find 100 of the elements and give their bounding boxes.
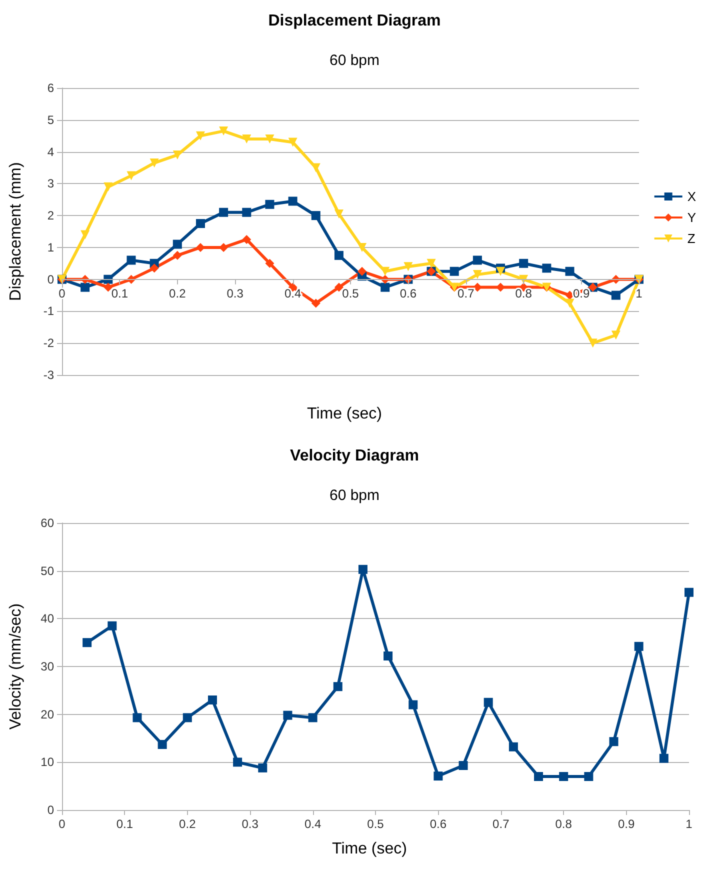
point	[265, 258, 274, 268]
point	[408, 700, 418, 710]
point	[126, 171, 136, 180]
y-tick-label: 40	[40, 612, 54, 626]
point	[584, 772, 594, 782]
y-axis-title: Velocity (mm/sec)	[8, 603, 24, 730]
point	[265, 200, 274, 209]
point	[219, 126, 228, 136]
point	[611, 290, 620, 300]
y-tick-label: 20	[40, 707, 54, 722]
x-tick-label: 0.7	[458, 286, 475, 300]
point	[542, 264, 552, 273]
chart-title: Displacement Diagram	[268, 12, 441, 30]
x-tick-label: 0	[58, 817, 66, 831]
point	[426, 258, 436, 268]
point	[104, 182, 113, 192]
point	[588, 338, 598, 348]
point	[609, 737, 618, 746]
point	[150, 264, 159, 273]
point	[288, 138, 298, 147]
point	[659, 754, 668, 763]
x-tick-label: 0.4	[284, 286, 302, 300]
legend-label: Y	[687, 210, 696, 225]
point	[104, 282, 113, 292]
chart-subtitle: 60 bpm	[329, 487, 380, 504]
y-tick-label: 10	[40, 755, 54, 770]
y-tick-label: 60	[40, 516, 54, 530]
x-tick-label: 0	[58, 286, 66, 300]
point	[172, 250, 182, 260]
y-tick-label: 2	[47, 208, 54, 223]
point	[265, 134, 274, 144]
point	[242, 234, 252, 244]
point	[126, 256, 136, 265]
y-tick-label: -3	[43, 368, 54, 382]
y-tick-label: 30	[40, 660, 54, 674]
point	[242, 208, 252, 217]
point	[496, 266, 506, 276]
x-tick-label: 0.6	[430, 817, 447, 831]
point	[182, 713, 192, 722]
point	[333, 682, 342, 692]
point	[508, 742, 518, 752]
x-tick-label: 0.6	[400, 286, 417, 300]
point	[404, 262, 413, 272]
point	[484, 698, 493, 707]
point	[450, 266, 459, 276]
point	[288, 196, 298, 206]
point	[208, 695, 217, 704]
y-tick-label: -1	[43, 304, 54, 318]
x-tick-label: 0.5	[342, 286, 360, 300]
point	[219, 208, 228, 217]
point	[684, 588, 694, 597]
y-tick-label: 0	[47, 803, 54, 817]
point	[534, 772, 544, 782]
point	[565, 266, 574, 276]
point	[82, 638, 92, 648]
x-tick-label: 0.5	[367, 817, 384, 831]
point	[196, 219, 205, 228]
point	[80, 230, 90, 240]
point	[634, 642, 644, 651]
y-tick-label: -2	[43, 336, 54, 350]
point	[358, 242, 367, 252]
x-tick-label: 1	[636, 286, 643, 300]
y-tick-label: 1	[47, 240, 54, 254]
point	[334, 250, 344, 260]
y-tick-label: 3	[47, 176, 54, 191]
point	[380, 282, 390, 292]
point	[233, 758, 242, 767]
point	[108, 621, 117, 630]
point	[311, 298, 320, 308]
chart-title: Velocity Diagram	[290, 448, 419, 464]
y-tick-label: 0	[47, 272, 54, 286]
point	[519, 258, 528, 268]
point	[565, 298, 574, 308]
point	[172, 240, 182, 249]
x-tick-label: 0.8	[515, 286, 532, 300]
x-tick-label: 0.9	[618, 817, 635, 831]
x-tick-label: 0.2	[179, 817, 196, 831]
legend-label: X	[687, 189, 696, 204]
point	[358, 266, 367, 276]
point	[283, 710, 292, 720]
point	[150, 158, 159, 168]
point	[358, 564, 368, 574]
y-tick-label: 6	[47, 81, 54, 95]
chart-subtitle: 60 bpm	[329, 52, 380, 69]
point	[308, 713, 318, 722]
point	[472, 256, 482, 265]
point	[559, 772, 568, 782]
y-axis-title: Displacement (mm)	[8, 162, 24, 301]
point	[334, 209, 344, 218]
point	[80, 282, 90, 292]
x-axis-title: Time (sec)	[332, 840, 407, 858]
point	[258, 763, 268, 772]
point	[434, 772, 443, 781]
x-tick-label: 0.4	[304, 817, 322, 831]
x-tick-label: 0.1	[116, 817, 134, 831]
x-tick-label: 0.3	[242, 817, 259, 831]
x-tick-label: 1	[686, 817, 693, 831]
point	[611, 330, 620, 340]
x-tick-label: 0.3	[226, 286, 244, 300]
point	[242, 134, 252, 144]
